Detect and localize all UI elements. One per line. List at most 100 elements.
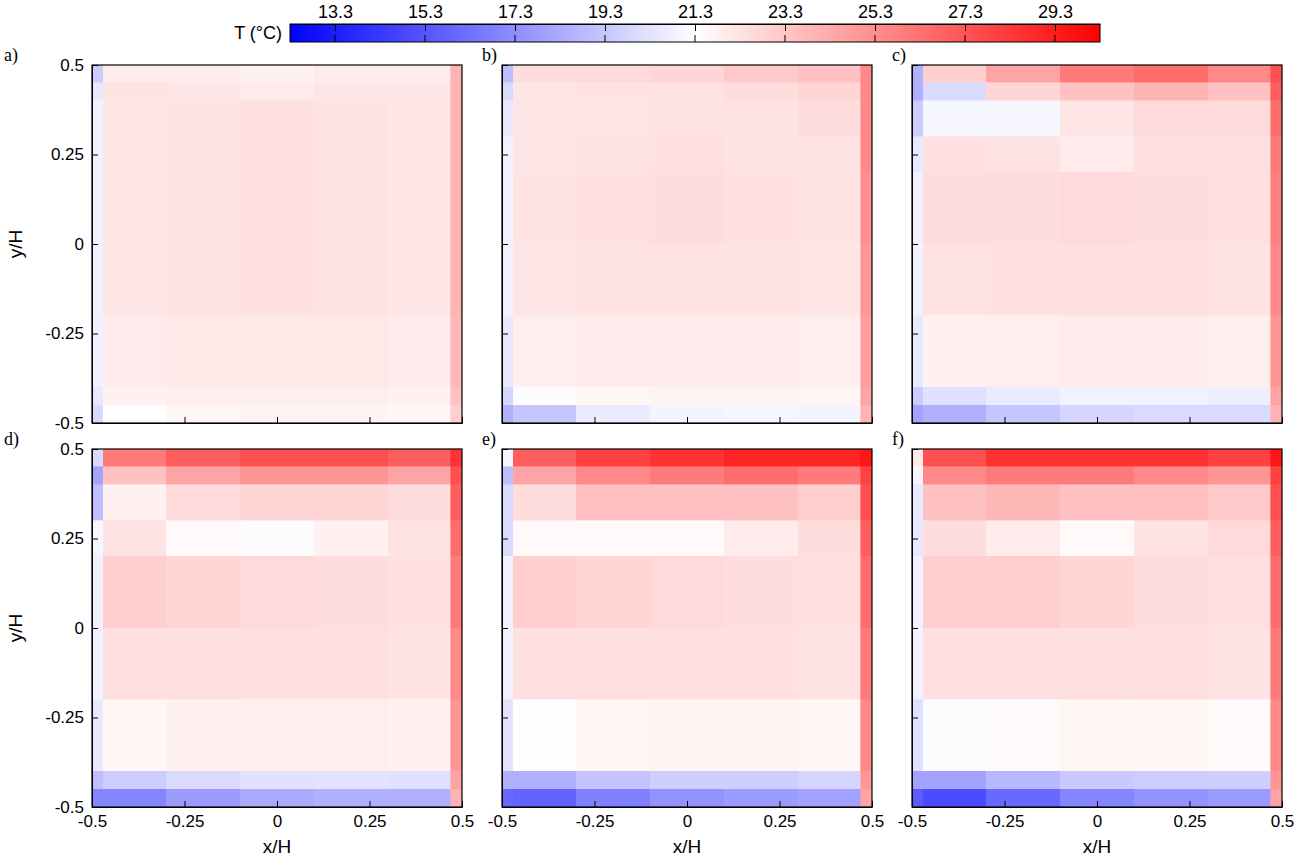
heatmap-cell — [861, 789, 872, 807]
heatmap-cell — [166, 467, 240, 485]
heatmap-cell — [923, 789, 986, 807]
heatmap-cell — [986, 101, 1060, 137]
heatmap-cell — [650, 449, 724, 467]
heatmap-cell — [724, 137, 798, 173]
y-tick-mark — [502, 65, 508, 66]
heatmap-cell — [166, 700, 240, 772]
x-tick: 0.5 — [1271, 801, 1295, 831]
y-tick — [502, 423, 508, 424]
heatmap-cell — [923, 101, 986, 137]
y-axis: -0.5-0.2500.250.5 — [45, 56, 98, 433]
x-tick-label: 0.5 — [861, 812, 885, 831]
heatmap-cell — [576, 628, 650, 700]
y-tick-mark — [912, 244, 918, 245]
y-tick-mark — [502, 423, 508, 424]
heatmap-cell — [240, 101, 314, 137]
x-tick-label: 0.25 — [353, 812, 386, 831]
heatmap-cell — [1271, 556, 1282, 628]
plot-area — [92, 449, 462, 807]
heatmap-cell — [166, 628, 240, 700]
x-tick-label: -0.5 — [488, 812, 517, 831]
x-tick-mark — [370, 417, 371, 423]
heatmap-cell — [1134, 628, 1208, 700]
heatmap-cell — [513, 521, 576, 557]
panel-letter: d) — [4, 429, 19, 450]
heatmap-cell — [502, 485, 513, 521]
x-tick-mark — [462, 801, 463, 807]
colorbar-bar — [290, 24, 1100, 42]
heatmap-cell — [502, 172, 513, 244]
x-axis-line — [913, 423, 1283, 424]
y-tick-label: 0.25 — [51, 145, 84, 164]
heatmap-cell — [166, 101, 240, 137]
heatmap-cell — [724, 101, 798, 137]
plot-frame — [92, 449, 462, 807]
heatmap-cell — [388, 449, 451, 467]
heatmap-cell — [451, 83, 462, 101]
heatmap-cell — [650, 244, 724, 316]
heatmap-cell — [314, 316, 388, 388]
heatmap-cell — [923, 628, 986, 700]
colorbar-tick-label: 15.3 — [408, 2, 443, 22]
heatmap-cell — [513, 405, 576, 423]
heatmap-cell — [502, 467, 513, 485]
panel-letter: c) — [892, 45, 906, 66]
y-tick-mark — [92, 628, 98, 629]
x-tick-mark — [370, 801, 371, 807]
y-tick — [502, 539, 508, 540]
heatmap-cell — [861, 449, 872, 467]
panel-letter: a) — [4, 45, 18, 66]
heatmap-cell — [650, 83, 724, 101]
heatmap-cell — [576, 449, 650, 467]
heatmap-cell — [861, 65, 872, 83]
heatmap-cell — [92, 700, 103, 772]
heatmap-cell — [576, 83, 650, 101]
panel: -0.5-0.2500.250.5y/Ha) — [4, 45, 463, 433]
y-tick-mark — [912, 155, 918, 156]
heatmap-cell — [314, 65, 388, 83]
heatmap-cell — [1271, 467, 1282, 485]
heatmap-cell — [1208, 467, 1271, 485]
heatmap-cell — [923, 405, 986, 423]
y-tick — [912, 65, 918, 66]
colorbar-tick: 15.3 — [408, 2, 443, 31]
x-axis — [503, 417, 873, 424]
heatmap-cell — [513, 789, 576, 807]
heatmap-cell — [912, 485, 923, 521]
heatmap-cell — [986, 244, 1060, 316]
heatmap-cell — [861, 521, 872, 557]
heatmap-cell — [576, 244, 650, 316]
heatmap-cell — [314, 556, 388, 628]
x-tick — [687, 417, 688, 423]
heatmap-cell — [513, 467, 576, 485]
heatmap-cell — [650, 172, 724, 244]
heatmap-cell — [1060, 101, 1134, 137]
colorbar-tick: 23.3 — [768, 2, 803, 31]
x-axis-line — [503, 807, 873, 808]
heatmap-cell — [576, 316, 650, 388]
heatmap-cell — [166, 65, 240, 83]
panel-letter: f) — [892, 429, 904, 450]
heatmap-cell — [1060, 485, 1134, 521]
x-tick-mark — [872, 417, 873, 423]
heatmap-cell — [923, 449, 986, 467]
y-tick — [912, 449, 918, 450]
x-tick-mark — [1097, 801, 1098, 807]
x-axis: -0.5-0.2500.250.5 — [78, 801, 474, 831]
y-tick-mark — [92, 449, 98, 450]
colorbar-tick-label: 23.3 — [768, 2, 803, 22]
heatmap-cell — [861, 771, 872, 789]
heatmap-cell — [576, 387, 650, 405]
x-tick: -0.25 — [166, 801, 205, 831]
heatmap-cell — [724, 556, 798, 628]
heatmap-cell — [986, 137, 1060, 173]
x-tick-mark — [1282, 417, 1283, 423]
heatmap-cell — [650, 387, 724, 405]
heatmap-cell — [388, 65, 451, 83]
heatmap-cell — [103, 387, 166, 405]
y-tick — [502, 65, 508, 66]
x-axis-title: x/H — [263, 836, 292, 857]
heatmap-cell — [923, 172, 986, 244]
y-tick-mark — [92, 334, 98, 335]
heatmap-cell — [798, 83, 861, 101]
